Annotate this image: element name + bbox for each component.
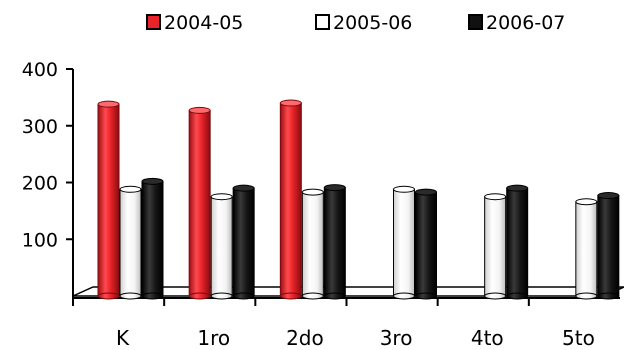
legend-swatch — [146, 14, 161, 30]
legend-item-2004-05: 2004-05 — [146, 12, 243, 34]
category-label: 1ro — [197, 326, 230, 350]
legend-label: 2006-07 — [486, 12, 565, 34]
category-label: 3ro — [380, 326, 413, 350]
bar-2005-06-1ro — [210, 193, 233, 300]
category-label: K — [116, 326, 130, 350]
y-tick-label: 100 — [22, 229, 58, 251]
bar-2006-07-2do — [323, 184, 346, 300]
legend-item-2005-06: 2005-06 — [315, 12, 412, 34]
bar-2005-06-4to — [484, 193, 507, 300]
bar-2005-06-K — [119, 185, 142, 300]
bar-2005-06-5to — [575, 198, 598, 300]
y-tick-label: 400 — [22, 59, 58, 81]
category-label: 5to — [562, 326, 595, 350]
legend-label: 2005-06 — [333, 12, 412, 34]
y-tick-label: 300 — [22, 116, 58, 138]
bar-2006-07-K — [141, 177, 164, 300]
bar-2004-05-2do — [279, 99, 302, 300]
legend-label: 2004-05 — [164, 12, 243, 34]
bar-2006-07-5to — [597, 192, 620, 300]
bar-2005-06-3ro — [393, 185, 415, 300]
bar-2006-07-1ro — [232, 184, 255, 300]
bar-2005-06-2do — [301, 188, 324, 300]
legend-swatch — [468, 14, 483, 30]
x-axis-ticks: K 1ro 2do 3ro 4to 5to — [72, 298, 595, 350]
bar-2004-05-1ro — [188, 106, 211, 300]
bars — [97, 99, 620, 300]
bar-2006-07-4to — [506, 184, 529, 300]
legend-item-2006-07: 2006-07 — [468, 12, 565, 34]
legend: 2004-05 2005-06 2006-07 — [146, 12, 565, 34]
legend-swatch — [315, 14, 330, 30]
category-label: 2do — [286, 326, 324, 350]
category-label: 4to — [471, 326, 504, 350]
bar-2006-07-3ro — [415, 188, 437, 300]
y-tick-label: 200 — [22, 173, 58, 195]
bar-2004-05-K — [97, 100, 120, 300]
y-axis-ticks: 100 200 300 400 — [22, 59, 73, 251]
